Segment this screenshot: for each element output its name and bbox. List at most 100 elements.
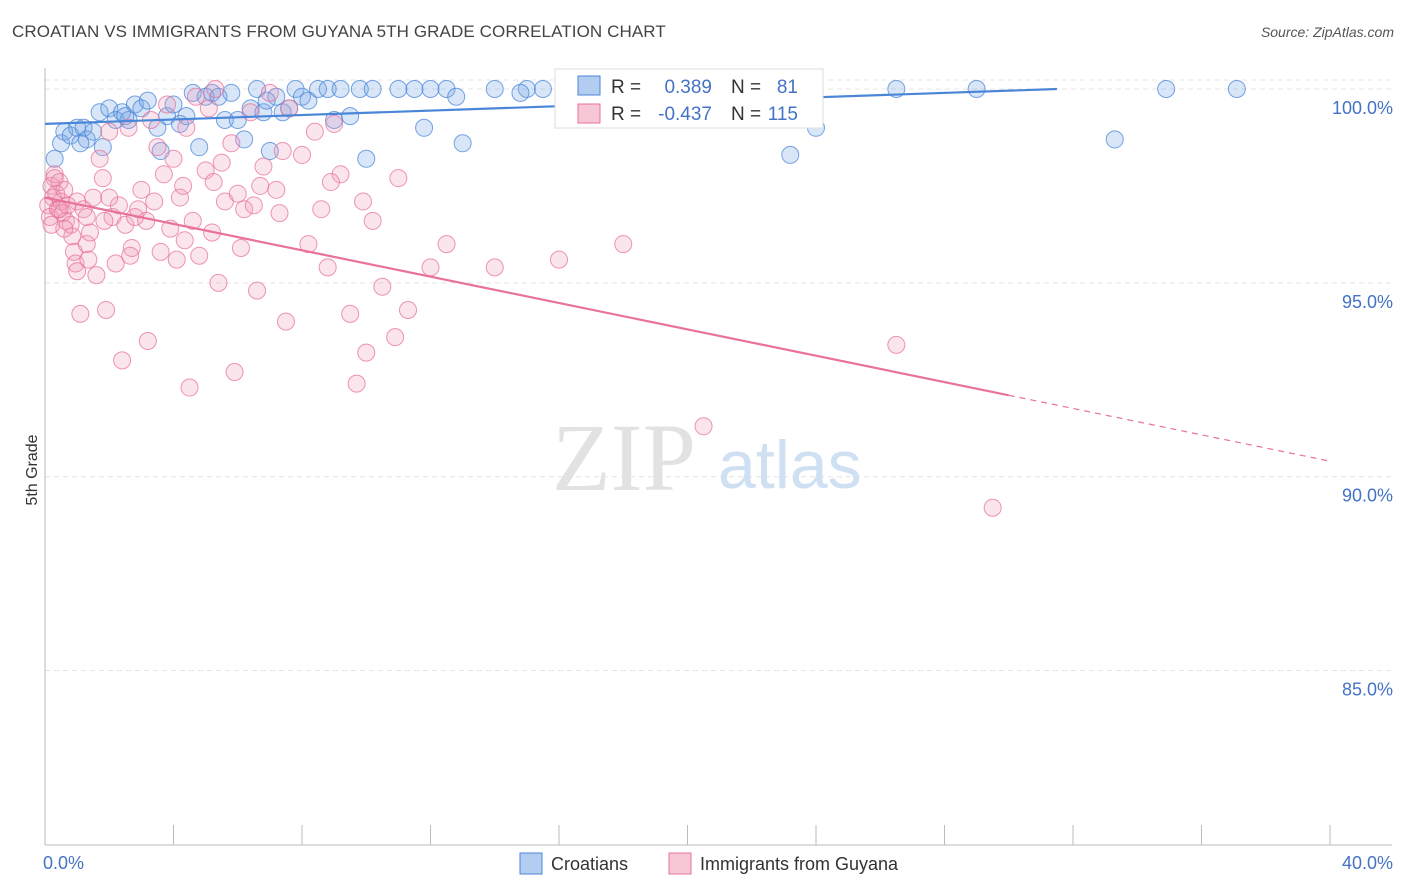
point-guyana: [145, 192, 164, 211]
point-guyana: [132, 180, 151, 199]
point-guyana: [212, 153, 231, 172]
y-tick-label: 85.0%: [1342, 680, 1393, 700]
point-guyana: [121, 246, 140, 265]
y-tick-label: 100.0%: [1332, 98, 1393, 118]
stats-croatians-n-label: N =: [731, 77, 761, 98]
point-guyana: [158, 95, 177, 114]
point-guyana: [119, 118, 138, 137]
point-guyana: [45, 169, 64, 188]
point-guyana: [887, 335, 906, 354]
point-guyana: [77, 207, 96, 226]
point-guyana: [206, 80, 225, 99]
point-guyana: [186, 87, 205, 106]
point-guyana: [42, 215, 61, 234]
point-croatians: [389, 80, 408, 99]
point-croatians: [190, 138, 209, 157]
point-guyana: [180, 378, 199, 397]
point-guyana: [209, 273, 228, 292]
point-guyana: [241, 103, 260, 122]
stats-guyana-n-label: N =: [731, 104, 761, 125]
point-guyana: [154, 165, 173, 184]
point-guyana: [363, 211, 382, 230]
point-guyana: [199, 99, 218, 118]
point-guyana: [222, 134, 241, 153]
stats-swatch-guyana: [577, 103, 601, 124]
gridlines: 100.0% 95.0% 90.0% 85.0%: [45, 79, 1393, 700]
point-guyana: [174, 176, 193, 195]
chart-source: Source: ZipAtlas.com: [1260, 24, 1394, 40]
point-croatians: [363, 80, 382, 99]
point-guyana: [106, 254, 125, 273]
stats-box: R = 0.389 N = 81 R = -0.437 N = 115: [554, 68, 824, 129]
point-croatians: [781, 145, 800, 164]
point-croatians: [260, 142, 279, 161]
point-guyana: [228, 184, 247, 203]
point-croatians: [215, 111, 234, 130]
point-guyana: [614, 235, 633, 254]
point-croatians: [318, 80, 337, 99]
point-croatians: [222, 83, 241, 102]
point-guyana: [321, 173, 340, 192]
point-guyana: [100, 122, 119, 141]
trend-line-croatians: [44, 87, 1057, 126]
point-croatians: [93, 138, 112, 157]
point-croatians: [437, 80, 456, 99]
trend-line-guyana: [44, 196, 1009, 397]
point-guyana: [421, 258, 440, 277]
point-guyana: [177, 118, 196, 137]
point-croatians: [299, 91, 318, 110]
point-guyana: [100, 188, 119, 207]
point-croatians: [331, 80, 350, 99]
stats-croatians-n-value: 81: [777, 77, 798, 98]
point-croatians: [309, 80, 328, 99]
point-guyana: [71, 304, 90, 323]
point-guyana: [347, 374, 366, 393]
point-guyana: [138, 332, 157, 351]
legend-label-guyana: Immigrants from Guyana: [700, 854, 899, 874]
point-croatians: [1227, 80, 1246, 99]
point-croatians: [1157, 80, 1176, 99]
watermark-zip: ZIP: [552, 404, 696, 511]
stats-swatch-croatians: [577, 75, 601, 96]
point-guyana: [164, 149, 183, 168]
point-guyana: [485, 258, 504, 277]
point-guyana: [93, 169, 112, 188]
point-guyana: [254, 157, 273, 176]
point-guyana: [148, 138, 167, 157]
point-guyana: [231, 238, 250, 257]
point-guyana: [325, 114, 344, 133]
point-guyana: [276, 312, 295, 331]
point-guyana: [77, 235, 96, 254]
point-guyana: [244, 196, 263, 215]
point-guyana: [341, 304, 360, 323]
point-guyana: [170, 188, 189, 207]
point-croatians: [421, 80, 440, 99]
y-tick-label: 95.0%: [1342, 292, 1393, 312]
point-guyana: [354, 192, 373, 211]
point-guyana: [357, 343, 376, 362]
point-guyana: [113, 351, 132, 370]
point-croatians: [405, 80, 424, 99]
point-guyana: [293, 145, 311, 164]
point-guyana: [79, 250, 98, 269]
point-guyana: [260, 83, 279, 102]
point-croatians: [341, 107, 360, 126]
point-croatians: [71, 134, 90, 153]
legend-swatch-croatians: [519, 852, 543, 875]
point-croatians: [887, 80, 906, 99]
point-guyana: [270, 204, 289, 223]
point-guyana: [190, 246, 209, 265]
axes: 0.0% 40.0%: [43, 68, 1393, 873]
stats-guyana-r-label: R =: [611, 104, 641, 125]
point-croatians: [52, 134, 71, 153]
point-guyana: [399, 300, 418, 319]
stats-guyana-n-value: 115: [768, 104, 798, 125]
point-guyana: [331, 165, 350, 184]
point-guyana: [273, 142, 292, 161]
point-guyana: [90, 149, 109, 168]
point-guyana: [175, 231, 194, 250]
point-guyana: [167, 250, 186, 269]
legend-label-croatians: Croatians: [551, 854, 628, 874]
point-croatians: [357, 149, 376, 168]
point-guyana: [437, 235, 456, 254]
